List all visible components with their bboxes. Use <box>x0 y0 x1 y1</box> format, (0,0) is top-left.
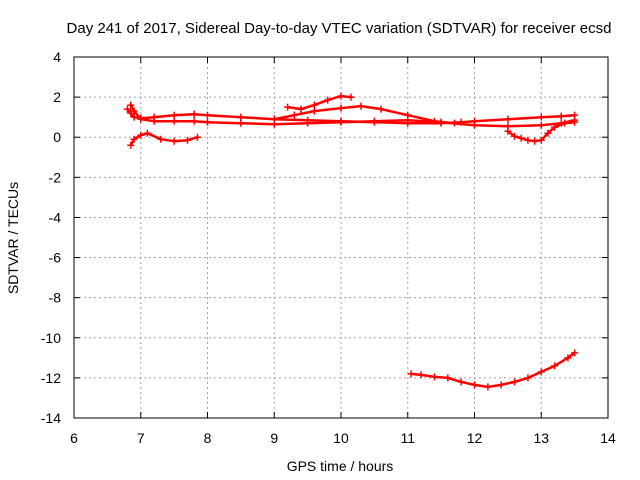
data-point-arc-7 <box>457 378 465 386</box>
data-point-arc-4 <box>310 107 318 115</box>
data-point-arc-3 <box>284 103 292 111</box>
y-tick-label: -10 <box>41 330 61 346</box>
x-tick-label: 9 <box>270 430 278 446</box>
data-point-arc-6 <box>561 119 569 127</box>
data-point-arc-6 <box>517 134 525 142</box>
data-point-arc-5 <box>157 135 165 143</box>
x-axis-label: GPS time / hours <box>287 458 394 474</box>
data-point-arc-5 <box>170 137 178 145</box>
data-point-arc-2 <box>170 117 178 125</box>
data-point-arc-7 <box>407 370 415 378</box>
data-point-arc-1 <box>123 105 131 113</box>
y-tick-label: -14 <box>41 410 61 426</box>
data-point-arc-5 <box>183 136 191 144</box>
data-point-arc-2 <box>130 107 138 115</box>
data-point-arc-1 <box>170 111 178 119</box>
x-tick-label: 13 <box>533 430 549 446</box>
data-point-arc-2 <box>190 117 198 125</box>
y-tick-label: -2 <box>49 169 62 185</box>
data-point-arc-7 <box>484 383 492 391</box>
data-point-arc-2 <box>237 119 245 127</box>
y-tick-label: -4 <box>49 209 62 225</box>
data-point-arc-2 <box>304 119 312 127</box>
x-tick-label: 12 <box>467 430 483 446</box>
data-point-arc-1 <box>190 110 198 118</box>
data-point-arc-5 <box>130 135 138 143</box>
series-layer <box>123 92 579 391</box>
data-point-arc-4 <box>270 115 278 123</box>
data-point-arc-3 <box>347 93 355 101</box>
x-tick-label: 14 <box>600 430 616 446</box>
y-tick-label: 4 <box>53 49 61 65</box>
data-point-arc-1 <box>204 111 211 119</box>
y-tick-label: -12 <box>41 370 61 386</box>
data-point-arc-6 <box>504 127 512 135</box>
data-point-arc-6 <box>531 137 539 145</box>
data-point-arc-7 <box>417 371 425 379</box>
data-point-arc-2 <box>471 121 478 129</box>
data-point-arc-6 <box>511 132 519 140</box>
tick-layer: 6 7 8 9 10 11 12 13 14 4 2 0 -2 -4 -6 -8 -10 -12 -14 <box>41 49 616 446</box>
data-point-arc-7 <box>430 373 438 381</box>
data-point-arc-4 <box>357 102 365 110</box>
data-point-arc-6 <box>551 123 559 131</box>
y-tick-label: -6 <box>49 250 62 266</box>
data-point-arc-2 <box>127 101 135 109</box>
data-point-arc-6 <box>524 136 532 144</box>
data-point-arc-1 <box>130 113 138 121</box>
data-point-arc-7 <box>551 362 559 370</box>
data-point-arc-2 <box>137 115 145 123</box>
data-point-arc-2 <box>204 118 211 126</box>
data-point-arc-7 <box>444 374 452 382</box>
data-point-arc-6 <box>544 129 552 137</box>
data-point-arc-4 <box>377 105 385 113</box>
y-tick-label: 0 <box>53 129 61 145</box>
data-point-arc-3 <box>337 92 345 100</box>
data-point-arc-1 <box>237 113 245 121</box>
data-point-arc-6 <box>571 118 579 126</box>
data-point-arc-4 <box>430 117 438 125</box>
x-tick-label: 7 <box>137 430 145 446</box>
data-point-arc-3 <box>324 96 332 104</box>
data-point-arc-4 <box>450 119 458 127</box>
x-tick-label: 10 <box>333 430 349 446</box>
data-point-arc-5 <box>127 141 135 149</box>
data-point-arc-7 <box>524 374 532 382</box>
data-point-arc-4 <box>404 111 412 119</box>
y-axis-label: SDTVAR / TECUs <box>5 182 21 294</box>
data-point-arc-2 <box>370 117 378 125</box>
y-tick-label: -8 <box>49 290 62 306</box>
data-point-arc-7 <box>564 354 572 362</box>
data-point-arc-7 <box>571 349 579 357</box>
data-point-arc-2 <box>337 118 345 126</box>
data-point-arc-6 <box>537 136 545 144</box>
x-tick-label: 11 <box>400 430 415 446</box>
data-point-arc-5 <box>143 129 151 137</box>
data-point-arc-4 <box>290 111 298 119</box>
y-tick-label: 2 <box>53 89 61 105</box>
data-point-arc-2 <box>150 117 158 125</box>
data-point-arc-4 <box>337 104 345 112</box>
data-point-arc-3 <box>310 101 318 109</box>
plot-frame <box>73 56 609 419</box>
data-point-arc-7 <box>471 381 478 389</box>
chart-title: Day 241 of 2017, Sidereal Day-to-day VTE… <box>67 20 612 37</box>
data-point-arc-5 <box>193 133 201 141</box>
data-point-arc-3 <box>297 105 305 113</box>
data-point-arc-1 <box>557 112 565 120</box>
x-tick-label: 6 <box>70 430 78 446</box>
data-point-arc-7 <box>537 368 545 376</box>
x-tick-label: 8 <box>204 430 212 446</box>
data-point-arc-7 <box>511 378 519 386</box>
data-point-arc-2 <box>537 121 545 129</box>
series-line-arc-7 <box>409 351 576 389</box>
data-point-arc-1 <box>537 113 545 121</box>
data-point-arc-5 <box>137 131 145 139</box>
data-point-arc-1 <box>504 115 512 123</box>
data-point-arc-7 <box>497 381 505 389</box>
